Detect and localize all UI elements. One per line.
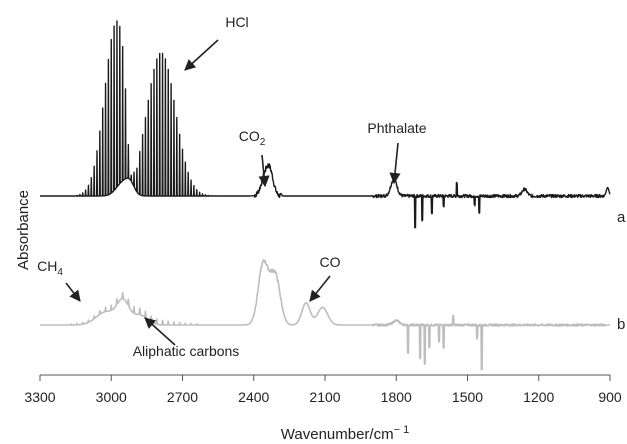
annotation-arrow [389, 142, 401, 185]
x-tick-label: 2400 [238, 389, 269, 405]
series-label-a: a [617, 209, 626, 226]
annotation-arrow [184, 39, 219, 71]
annotation-0: HCl [184, 14, 249, 71]
series-label-b: b [617, 316, 625, 333]
annotation-3: CH4 [37, 258, 81, 302]
x-tick-label: 1500 [452, 389, 483, 405]
x-axis-label: Wavenumber/cm− 1 [281, 424, 409, 443]
x-tick-label: 900 [598, 389, 622, 405]
annotations: HCl CO2 Phthalate CH4 CO Aliphatic carbons [37, 14, 427, 359]
annotation-arrow [144, 317, 176, 346]
annotation-4: CO [309, 254, 341, 302]
plot-area [39, 20, 611, 371]
x-tick-label: 2100 [309, 389, 340, 405]
series-line-b [39, 259, 611, 371]
annotation-5: Aliphatic carbons [133, 317, 240, 359]
x-tick-label: 2700 [167, 389, 198, 405]
y-axis-label: Absorbance [15, 190, 32, 270]
annotation-label: CH4 [37, 258, 63, 278]
annotation-arrow [65, 282, 81, 302]
series-labels: ab [617, 209, 626, 333]
annotation-label: Aliphatic carbons [133, 343, 240, 359]
x-axis-ticks: 3300 3000 2700 2400 2100 1800 1500 1200 900 [24, 375, 622, 405]
series-line-a [39, 20, 611, 229]
x-axis-label-exponent: − 1 [394, 424, 410, 436]
annotation-arrow [309, 275, 331, 302]
x-tick-label: 1800 [381, 389, 412, 405]
x-tick-label: 3300 [24, 389, 55, 405]
annotation-label: Phthalate [367, 120, 426, 136]
annotation-1: CO2 [239, 128, 270, 188]
annotation-label: CO2 [239, 128, 266, 148]
annotation-label: CO [320, 254, 341, 270]
annotation-arrow [258, 154, 270, 188]
annotation-2: Phthalate [367, 120, 427, 185]
x-tick-label: 1200 [523, 389, 554, 405]
x-axis-label-text: Wavenumber/cm [281, 426, 394, 443]
x-tick-label: 3000 [96, 389, 127, 405]
annotation-label: HCl [225, 14, 248, 30]
